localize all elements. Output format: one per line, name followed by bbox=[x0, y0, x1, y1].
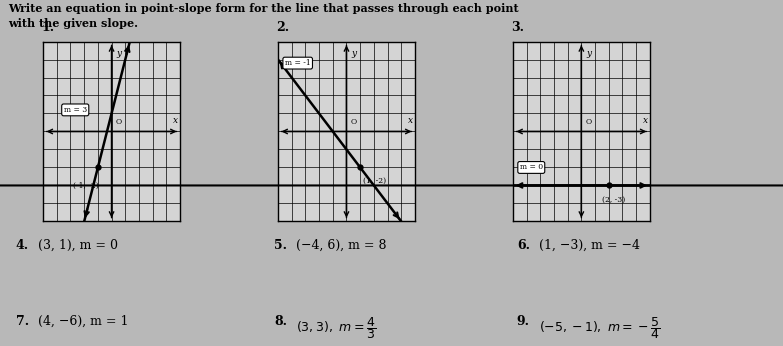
Text: O: O bbox=[586, 118, 592, 126]
Text: 5.: 5. bbox=[274, 239, 287, 252]
Text: O: O bbox=[116, 118, 122, 126]
Text: 6.: 6. bbox=[517, 239, 530, 252]
Text: 3.: 3. bbox=[511, 21, 525, 34]
Text: O: O bbox=[351, 118, 357, 126]
Text: 1.: 1. bbox=[41, 21, 55, 34]
Text: (3, 1), m = 0: (3, 1), m = 0 bbox=[38, 239, 117, 252]
Text: $(-5, -1),\ m = -\dfrac{5}{4}$: $(-5, -1),\ m = -\dfrac{5}{4}$ bbox=[539, 315, 660, 341]
Text: 8.: 8. bbox=[274, 315, 287, 328]
Text: m = 3: m = 3 bbox=[63, 106, 87, 114]
Text: m = -1: m = -1 bbox=[285, 59, 311, 67]
Text: 7.: 7. bbox=[16, 315, 29, 328]
Text: (4, −6), m = 1: (4, −6), m = 1 bbox=[38, 315, 128, 328]
Text: (1, -2): (1, -2) bbox=[363, 176, 386, 184]
Text: m = 0: m = 0 bbox=[520, 163, 543, 172]
Text: x: x bbox=[408, 116, 413, 125]
Text: 2.: 2. bbox=[276, 21, 290, 34]
Text: x: x bbox=[173, 116, 179, 125]
Text: (−4, 6), m = 8: (−4, 6), m = 8 bbox=[296, 239, 387, 252]
Text: y: y bbox=[352, 49, 356, 58]
Text: 4.: 4. bbox=[16, 239, 29, 252]
Text: (-1, -2): (-1, -2) bbox=[74, 182, 99, 190]
Text: y: y bbox=[586, 49, 591, 58]
Text: x: x bbox=[643, 116, 648, 125]
Text: (2, -3): (2, -3) bbox=[602, 196, 625, 204]
Text: $(3, 3),\ m = \dfrac{4}{3}$: $(3, 3),\ m = \dfrac{4}{3}$ bbox=[296, 315, 376, 341]
Text: (1, −3), m = −4: (1, −3), m = −4 bbox=[539, 239, 640, 252]
Text: y: y bbox=[117, 49, 121, 58]
Text: Write an equation in point-slope form for the line that passes through each poin: Write an equation in point-slope form fo… bbox=[8, 3, 518, 29]
Text: 9.: 9. bbox=[517, 315, 530, 328]
